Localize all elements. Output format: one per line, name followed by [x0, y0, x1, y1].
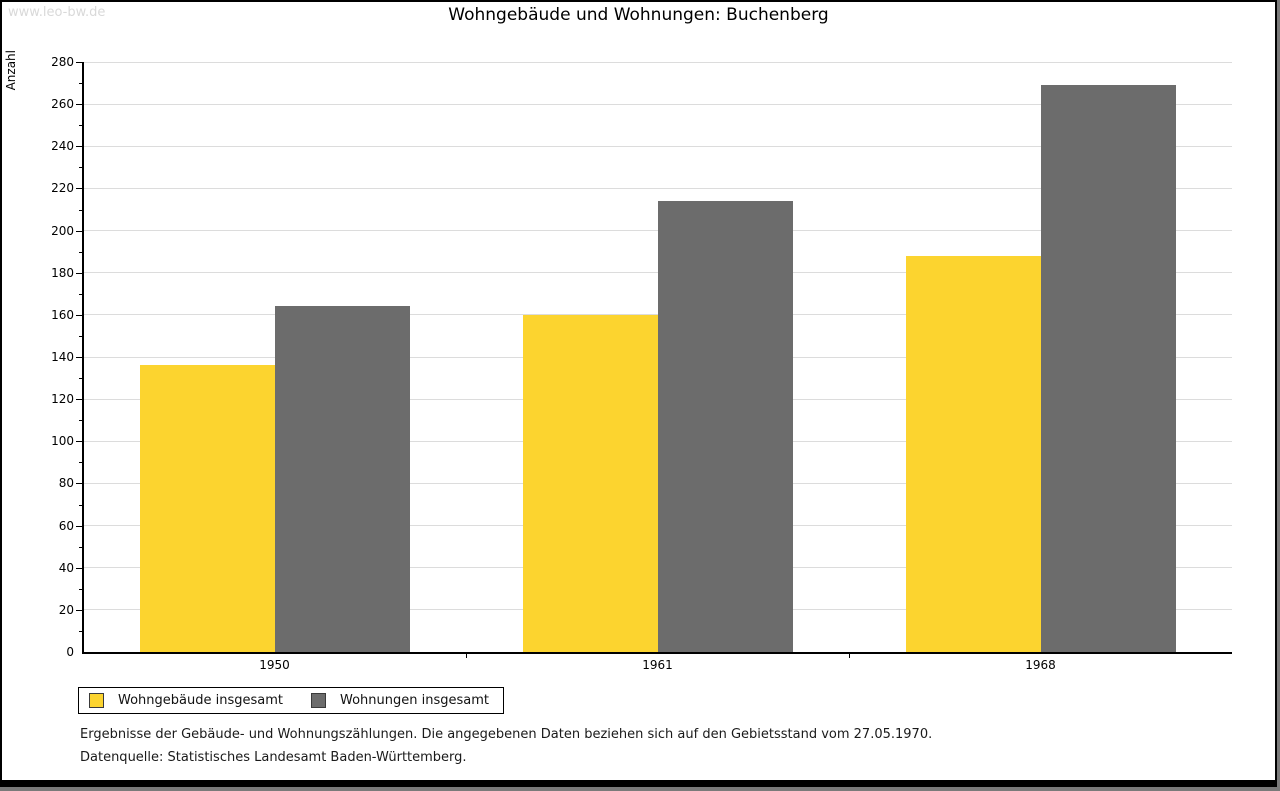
y-axis-line	[82, 62, 84, 653]
bar-wohnungen-insgesamt-1950	[274, 306, 410, 652]
x-boundary-tick	[849, 654, 850, 658]
y-tick-label-80: 80	[58, 476, 74, 491]
bar-wohngeb-ude-insgesamt-1961	[522, 314, 658, 652]
x-tick-label-1950: 1950	[259, 658, 290, 672]
legend-label-wohnungen: Wohnungen insgesamt	[340, 693, 489, 708]
y-major-tick	[76, 62, 83, 63]
y-tick-label-180: 180	[51, 265, 74, 280]
gridline-280	[83, 61, 1232, 63]
y-tick-label-200: 200	[51, 223, 74, 238]
y-major-tick	[76, 567, 83, 569]
y-minor-tick	[79, 83, 83, 85]
y-major-tick	[76, 483, 83, 485]
footnote-datenquelle: Datenquelle: Statistisches Landesamt Bad…	[80, 750, 467, 765]
y-major-tick	[76, 314, 83, 316]
y-major-tick	[76, 399, 83, 401]
y-tick-label-40: 40	[58, 560, 74, 575]
legend-swatch-wohnungen	[311, 693, 326, 708]
y-minor-tick	[79, 293, 83, 295]
y-minor-tick	[79, 125, 83, 127]
chart-title: Wohngebäude und Wohnungen: Buchenberg	[448, 5, 829, 25]
watermark: www.leo-bw.de	[8, 5, 106, 20]
y-minor-tick	[79, 504, 83, 506]
chart-area: 0 20 40 60 80 100 120 140 160 180 200 220 240 260 280 1…	[2, 2, 1275, 780]
y-major-tick	[76, 146, 83, 148]
y-tick-label-160: 160	[51, 307, 74, 322]
y-minor-tick	[79, 335, 83, 337]
y-major-tick	[76, 104, 83, 106]
bar-wohnungen-insgesamt-1961	[657, 201, 793, 652]
bar-wohngeb-ude-insgesamt-1950	[139, 365, 275, 652]
y-major-tick	[76, 441, 83, 443]
y-minor-tick	[79, 209, 83, 211]
y-major-tick	[76, 230, 83, 232]
y-major-tick	[76, 609, 83, 611]
y-minor-tick	[79, 630, 83, 632]
y-tick-label-220: 220	[51, 181, 74, 196]
bar-wohnungen-insgesamt-1968	[1040, 85, 1176, 652]
footnote-gebietsstand: Ergebnisse der Gebäude- und Wohnungszähl…	[80, 727, 933, 742]
x-tick-label-1968: 1968	[1025, 658, 1056, 672]
y-tick-label-100: 100	[51, 434, 74, 449]
y-major-tick	[76, 357, 83, 358]
y-minor-tick	[79, 167, 83, 169]
gridline-260	[83, 103, 1232, 105]
y-minor-tick	[79, 546, 83, 548]
y-minor-tick	[79, 588, 83, 590]
y-tick-label-240: 240	[51, 139, 74, 154]
y-tick-label-120: 120	[51, 392, 74, 407]
y-major-tick	[76, 272, 83, 274]
legend: Wohngebäude insgesamt Wohnungen insgesam…	[78, 687, 504, 714]
y-minor-tick	[79, 462, 83, 464]
y-tick-label-60: 60	[58, 518, 74, 533]
legend-label-wohngebaeude: Wohngebäude insgesamt	[118, 693, 283, 708]
x-tick-label-1961: 1961	[642, 658, 673, 672]
y-tick-label-280: 280	[51, 55, 74, 69]
y-minor-tick	[79, 251, 83, 253]
y-tick-label-260: 260	[51, 97, 74, 112]
x-axis-line	[82, 652, 1232, 654]
gridline-220	[83, 187, 1232, 189]
y-tick-label-20: 20	[58, 602, 74, 617]
y-minor-tick	[79, 378, 83, 380]
legend-swatch-wohngebaeude	[89, 693, 104, 708]
x-boundary-tick	[466, 654, 467, 658]
y-major-tick	[76, 525, 83, 527]
bar-wohngeb-ude-insgesamt-1968	[905, 255, 1041, 652]
y-tick-label-0: 0	[66, 645, 74, 659]
y-tick-label-140: 140	[51, 350, 74, 364]
y-major-tick	[76, 188, 83, 190]
y-minor-tick	[79, 420, 83, 422]
gridline-240	[83, 145, 1232, 147]
